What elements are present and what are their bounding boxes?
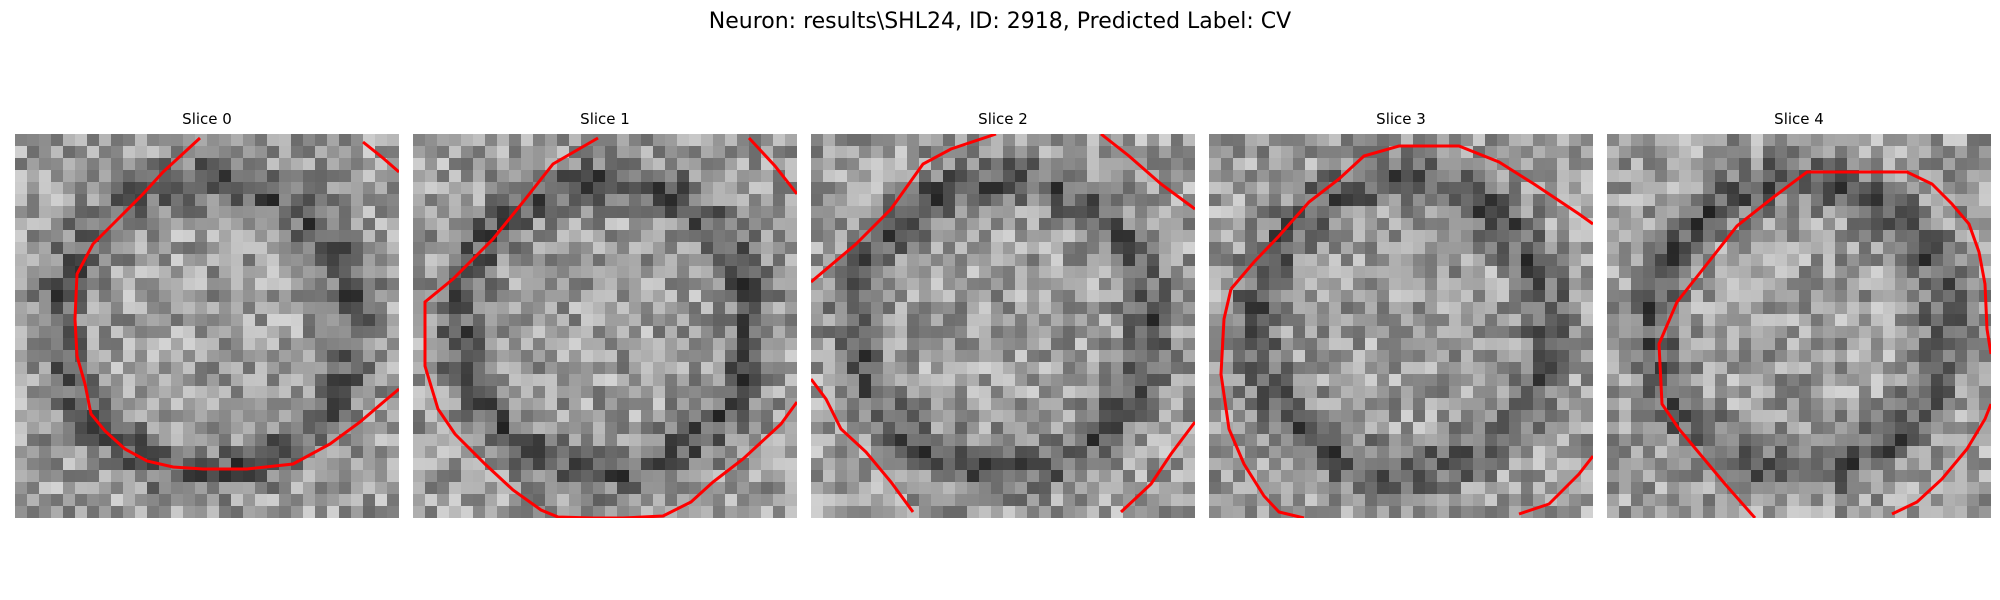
- slice-image-1: [413, 134, 797, 518]
- slice-image-0: [15, 134, 399, 518]
- slice-title-4: Slice 4: [1607, 110, 1991, 128]
- slice-image-2: [811, 134, 1195, 518]
- slice-title-1: Slice 1: [413, 110, 797, 128]
- slice-title-2: Slice 2: [811, 110, 1195, 128]
- pixel-grid: [1209, 134, 1593, 518]
- slice-title-3: Slice 3: [1209, 110, 1593, 128]
- slice-image-4: [1607, 134, 1991, 518]
- pixel-grid: [1607, 134, 1991, 518]
- slice-image-3: [1209, 134, 1593, 518]
- slice-title-0: Slice 0: [15, 110, 399, 128]
- pixel-grid: [811, 134, 1195, 518]
- figure-title: Neuron: results\SHL24, ID: 2918, Predict…: [0, 8, 2000, 36]
- pixel-grid: [15, 134, 399, 518]
